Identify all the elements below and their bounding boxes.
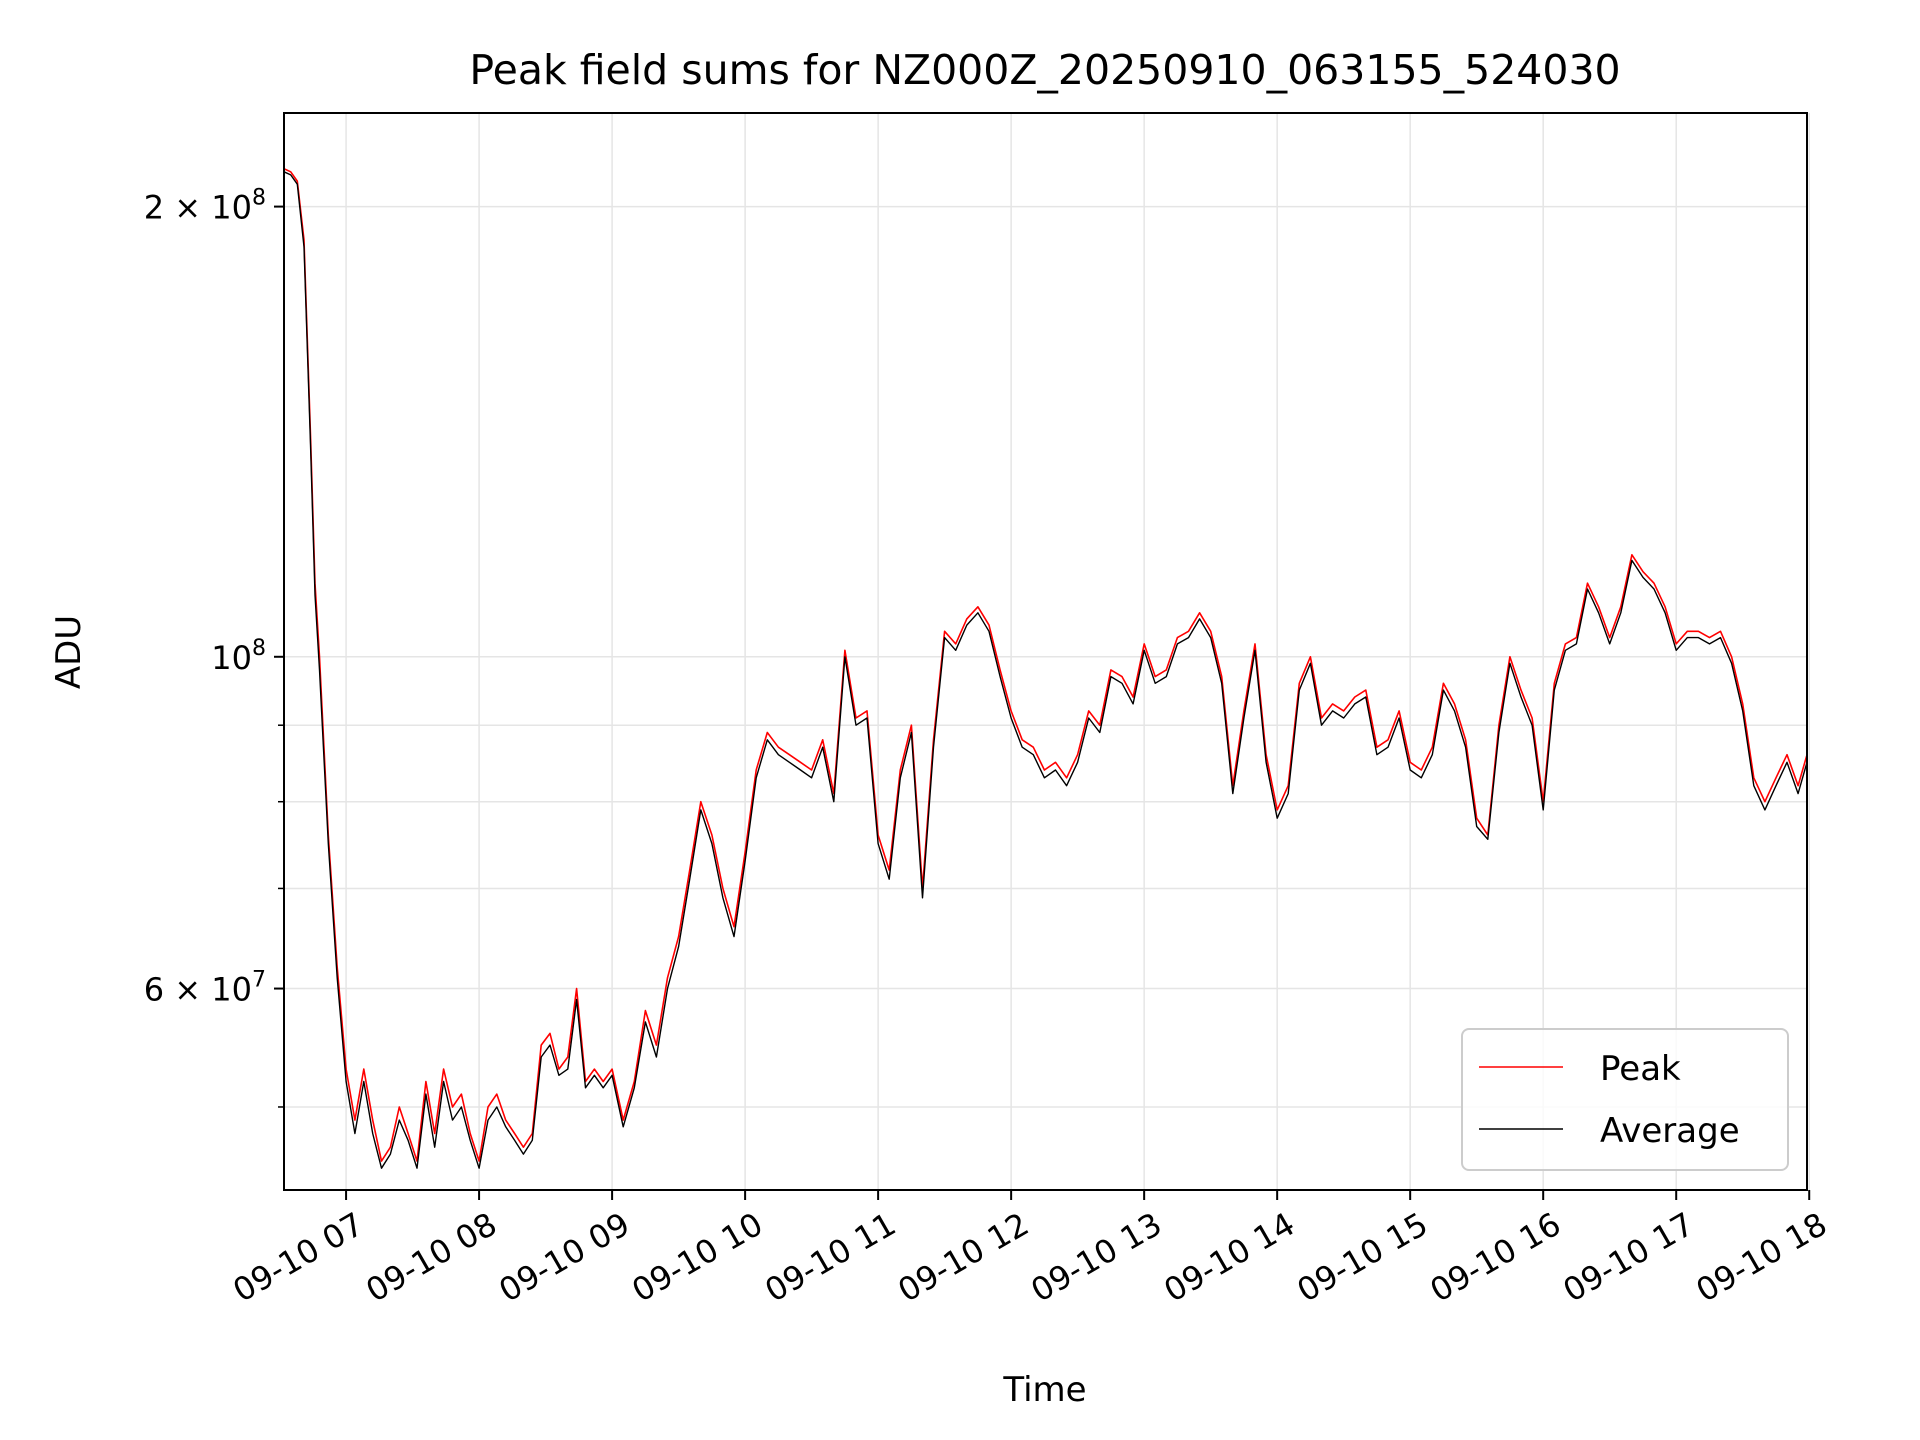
series-line-peak bbox=[284, 167, 1807, 1162]
chart-title: Peak field sums for NZ000Z_20250910_0631… bbox=[469, 46, 1620, 94]
series-layer bbox=[284, 167, 1807, 1169]
series-line-average bbox=[284, 171, 1807, 1169]
legend-label-peak: Peak bbox=[1600, 1049, 1681, 1089]
y-axis-ticks: 6 × 107 108 2 × 108 bbox=[144, 186, 284, 1108]
y-tick-label: 108 bbox=[211, 636, 266, 677]
x-axis-label: Time bbox=[1002, 1370, 1086, 1410]
y-tick-label: 2 × 108 bbox=[144, 186, 266, 227]
legend-label-average: Average bbox=[1600, 1111, 1740, 1151]
y-axis-label: ADU bbox=[49, 615, 89, 689]
legend: Peak Average bbox=[1461, 1028, 1789, 1171]
grid-lines bbox=[284, 113, 1810, 1190]
legend-box bbox=[1461, 1028, 1789, 1171]
plot-frame bbox=[283, 112, 1808, 1191]
y-tick-label: 6 × 107 bbox=[144, 968, 266, 1009]
